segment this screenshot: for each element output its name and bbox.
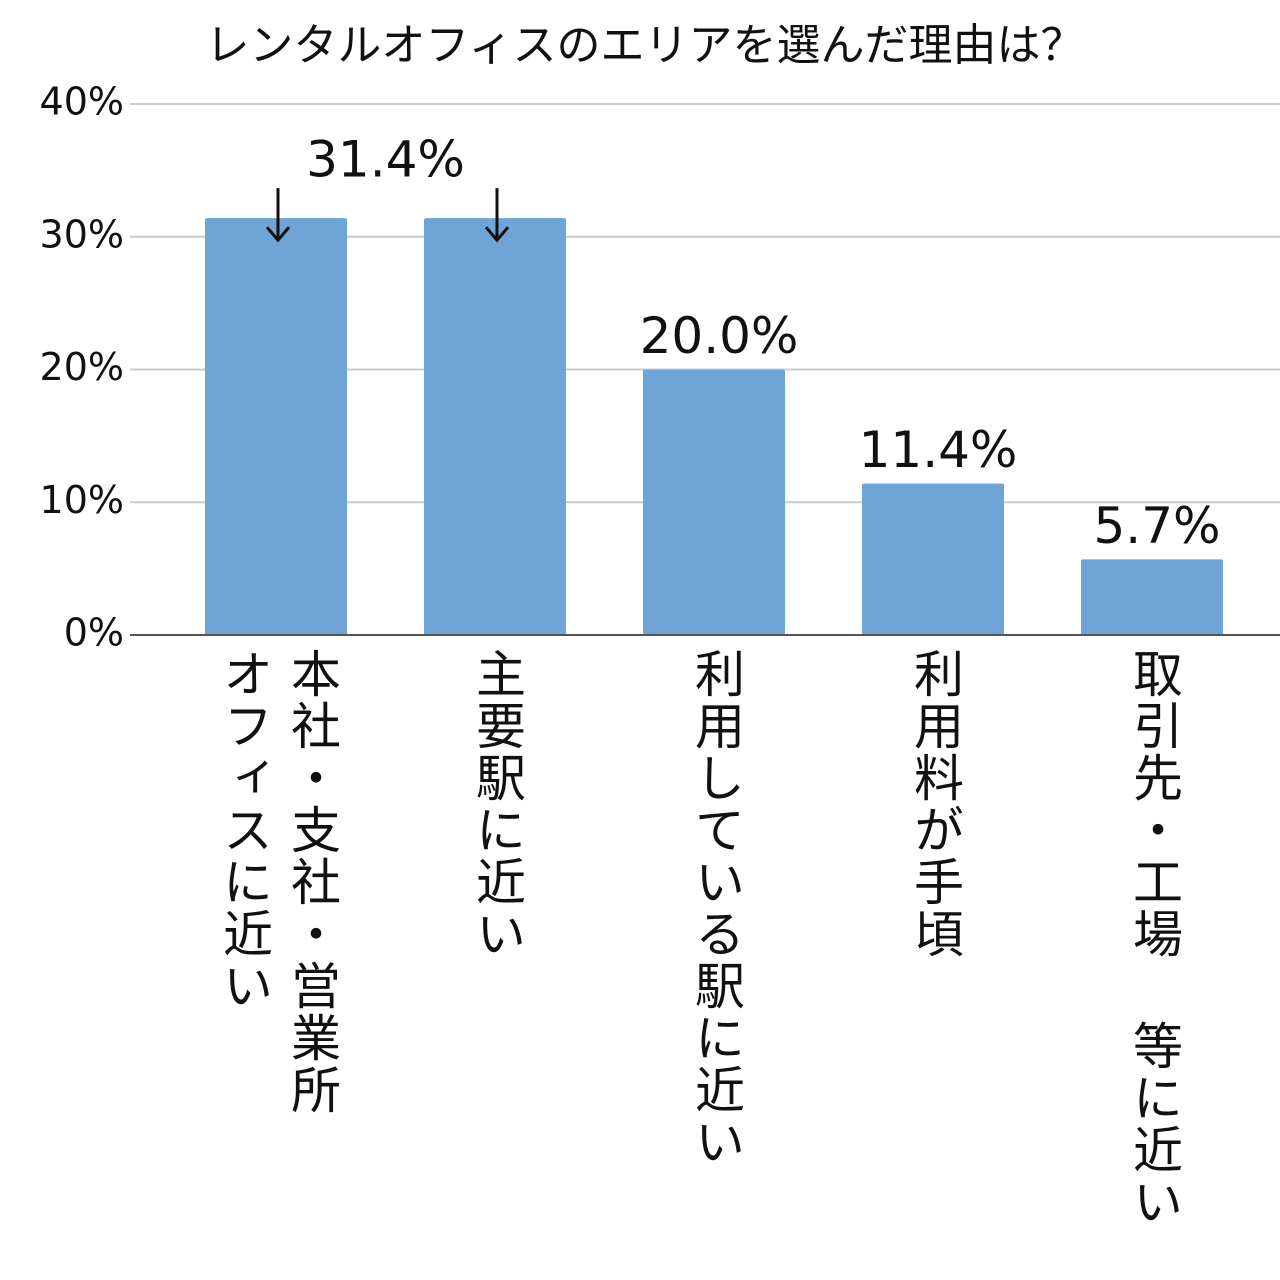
value-label: 11.4% [859,421,1018,479]
bar [424,218,566,636]
y-tick-label: 10% [40,478,124,522]
y-tick-label: 40% [40,80,124,124]
value-label: 20.0% [640,307,799,365]
x-tick-label: 本社・支社・営業所 オフィスに近い [215,648,341,1116]
bar [1081,559,1223,635]
arrow [265,188,291,243]
value-label: 5.7% [1093,497,1220,555]
arrow [484,188,510,243]
x-tick-label: 主要駅に近い [468,648,526,960]
x-tick-label: 利用している駅に近い [687,648,745,1168]
chart-title: レンタルオフィスのエリアを選んだ理由は？ [205,20,1084,71]
x-tick-label: 利用料が手頃 [906,648,964,960]
bar [862,483,1004,635]
bar [205,218,347,636]
value-label: 31.4% [306,131,465,189]
y-tick-label: 30% [40,212,124,256]
y-tick-label: 0% [64,611,124,655]
bar [643,369,785,635]
y-tick-label: 20% [40,345,124,389]
x-tick-label: 取引先・工場 等に近い [1125,648,1183,1228]
